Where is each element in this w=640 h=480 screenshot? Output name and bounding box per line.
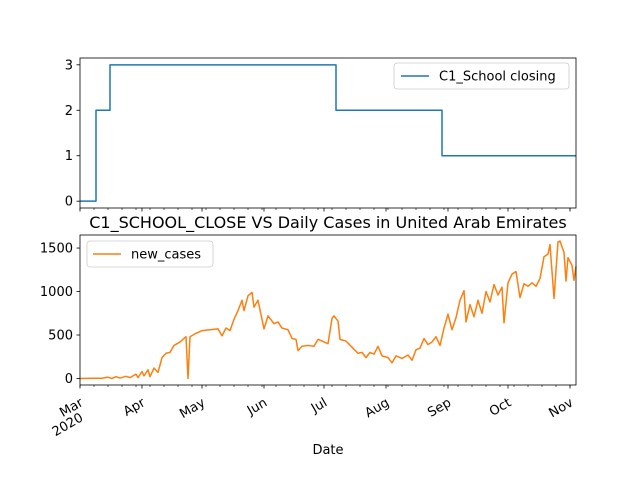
- top-plot-lines: [80, 64, 576, 202]
- bottom-chart-title: C1_SCHOOL_CLOSE VS Daily Cases in United…: [89, 213, 566, 233]
- top-y-tick-label-3: 3: [65, 58, 73, 73]
- bottom-axes-frame: [79, 234, 577, 386]
- bottom-x-tick-label-4: Jul: [308, 395, 330, 416]
- bottom-y-tick-label-1: 500: [48, 329, 73, 344]
- top-legend-box: [393, 62, 570, 90]
- bottom-y-tick-label-0: 0: [65, 372, 73, 387]
- top-y-tick-label-2: 2: [65, 104, 73, 119]
- bottom-y-tick-label-2: 1000: [40, 285, 73, 300]
- bottom-legend-label: new_cases: [131, 248, 201, 263]
- top-y-axis: 0 1 2 3: [65, 58, 80, 210]
- top-legend-label: C1_School closing: [439, 70, 556, 85]
- top-axes-frame: [79, 57, 577, 209]
- top-legend: C1_School closing: [393, 62, 570, 90]
- top-series-line-0: [80, 64, 576, 202]
- bottom-y-axis: 0 500 1000 1500: [40, 242, 80, 387]
- top-y-tick-label-0: 0: [65, 195, 73, 210]
- top-y-tick-label-1: 1: [65, 149, 73, 164]
- bottom-legend: new_cases: [86, 240, 214, 268]
- school-closing-panel: 0 1 2 3 C1_School closing: [65, 57, 577, 212]
- x-axis-label: Date: [312, 443, 343, 458]
- bottom-plot-lines: [79, 240, 577, 380]
- bottom-y-tick-label-3: 1500: [40, 242, 73, 257]
- bottom-series-line-0: [79, 240, 577, 380]
- bottom-legend-box: [86, 240, 214, 268]
